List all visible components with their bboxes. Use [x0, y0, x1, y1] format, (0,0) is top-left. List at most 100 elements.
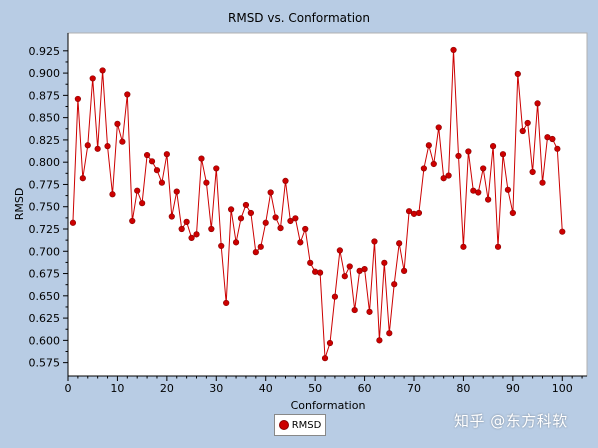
- y-tick-label: 0.825: [29, 134, 61, 147]
- data-point: [143, 151, 151, 159]
- data-point: [148, 158, 156, 165]
- data-point: [307, 259, 314, 266]
- data-point: [188, 234, 195, 242]
- data-point: [386, 330, 393, 337]
- data-point: [203, 179, 210, 186]
- y-tick-label: 0.650: [29, 290, 61, 303]
- x-tick-label: 80: [456, 382, 470, 395]
- data-point: [455, 152, 462, 160]
- data-point: [410, 210, 418, 217]
- data-point: [277, 225, 284, 232]
- data-point: [79, 175, 86, 182]
- data-point: [163, 151, 170, 158]
- data-point: [316, 269, 324, 276]
- data-point: [69, 219, 77, 226]
- data-point: [129, 217, 136, 225]
- data-point: [371, 238, 378, 245]
- data-point: [440, 175, 447, 182]
- data-point: [430, 160, 437, 168]
- data-point: [228, 206, 235, 213]
- x-tick-label: 100: [552, 382, 573, 395]
- data-point: [514, 70, 521, 78]
- data-point: [178, 225, 185, 233]
- data-point: [549, 135, 556, 143]
- data-point: [124, 91, 131, 98]
- data-point: [292, 215, 299, 222]
- data-point: [252, 249, 259, 256]
- data-point: [391, 281, 398, 288]
- y-tick-label: 0.900: [29, 67, 61, 80]
- data-point: [208, 225, 215, 233]
- data-point: [351, 306, 358, 314]
- data-point: [242, 201, 250, 209]
- plot-area: [67, 32, 588, 377]
- data-point: [499, 151, 507, 158]
- data-point: [262, 219, 269, 226]
- y-tick-label: 0.725: [29, 223, 61, 236]
- data-point: [485, 196, 492, 203]
- y-tick-label: 0.800: [29, 156, 61, 169]
- data-point: [198, 155, 205, 162]
- legend-marker-icon: [278, 420, 289, 430]
- data-point: [94, 145, 101, 152]
- data-point: [297, 239, 304, 246]
- data-point: [494, 243, 502, 250]
- data-point: [272, 214, 279, 221]
- data-point: [489, 143, 497, 150]
- data-point: [460, 243, 467, 250]
- data-point: [539, 179, 546, 186]
- data-point: [366, 308, 373, 315]
- data-point: [465, 148, 472, 155]
- x-tick-label: 90: [506, 382, 520, 395]
- data-point: [475, 189, 482, 196]
- data-point: [321, 355, 329, 362]
- y-tick-label: 0.875: [29, 89, 61, 102]
- data-point: [114, 120, 121, 127]
- data-point: [529, 168, 536, 176]
- data-point: [415, 209, 423, 217]
- data-point: [267, 189, 274, 196]
- watermark: 知乎 @东方科软: [454, 412, 568, 430]
- series-rmsd: [69, 46, 566, 362]
- data-point: [534, 100, 541, 107]
- data-point: [554, 145, 561, 152]
- data-point: [331, 293, 339, 300]
- y-tick-label: 0.625: [29, 312, 61, 325]
- axes: 0 10 20 30 40 50 60 70 80 90 100 0.575 0.600 0.625 0.6…: [29, 33, 587, 395]
- x-tick-label: 10: [110, 382, 124, 395]
- data-point: [74, 95, 81, 103]
- data-point: [435, 124, 442, 131]
- data-point: [336, 247, 343, 254]
- x-tick-label: 20: [160, 382, 174, 395]
- y-tick-label: 0.850: [29, 112, 61, 125]
- data-point: [312, 268, 319, 275]
- data-point: [346, 263, 353, 270]
- data-point: [302, 225, 309, 233]
- data-point: [381, 259, 388, 266]
- x-tick-label: 60: [358, 382, 372, 395]
- y-tick-label: 0.925: [29, 45, 61, 58]
- data-point: [104, 143, 111, 150]
- data-point: [218, 242, 225, 250]
- chart-title: RMSD vs. Conformation: [228, 11, 370, 25]
- data-point: [213, 165, 220, 172]
- data-point: [232, 239, 240, 246]
- data-point: [168, 213, 175, 220]
- data-point: [139, 200, 146, 207]
- data-point: [341, 273, 348, 280]
- data-point: [89, 75, 96, 82]
- y-tick-label: 0.600: [29, 334, 61, 347]
- data-point: [193, 231, 200, 238]
- y-tick-label: 0.675: [29, 268, 61, 281]
- data-point: [158, 179, 166, 186]
- y-tick-label: 0.575: [29, 357, 61, 370]
- data-point: [559, 228, 566, 235]
- y-tick-label: 0.750: [29, 201, 61, 214]
- data-point: [119, 138, 126, 145]
- data-point: [401, 267, 408, 274]
- data-point: [247, 209, 254, 217]
- data-point: [109, 191, 116, 198]
- data-point: [361, 265, 368, 273]
- data-point: [450, 46, 457, 54]
- data-point: [326, 339, 334, 347]
